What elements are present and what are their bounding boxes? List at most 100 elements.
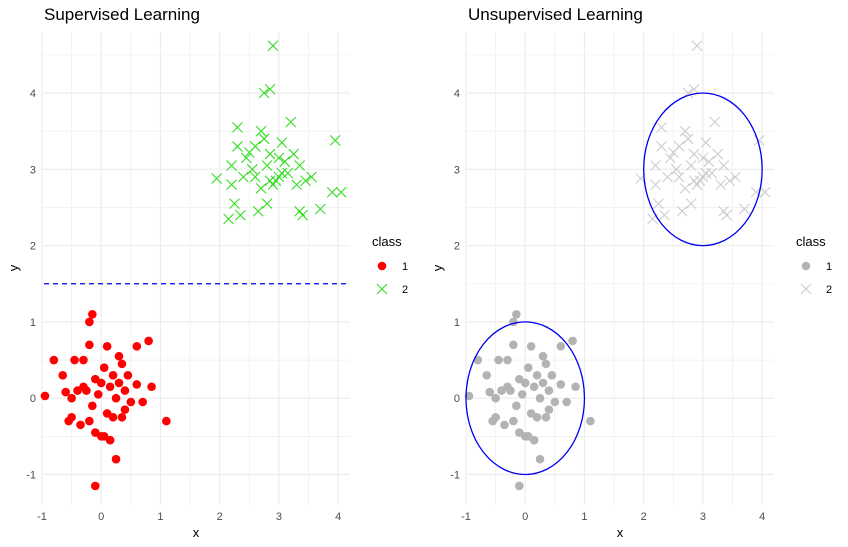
data-point-circle xyxy=(111,454,121,464)
x-tick-label: -1 xyxy=(37,511,47,523)
data-point-cross xyxy=(300,175,311,187)
x-tick-label: 3 xyxy=(276,511,282,523)
data-point-cross xyxy=(246,163,258,175)
y-tick-label: -1 xyxy=(450,469,460,481)
data-point-cross xyxy=(664,152,676,164)
x-tick-label: 3 xyxy=(700,511,706,523)
data-point-circle xyxy=(58,371,68,380)
data-point-circle xyxy=(117,412,127,422)
data-point-circle xyxy=(108,371,118,380)
data-point-cross xyxy=(718,160,730,171)
data-point-cross xyxy=(306,171,317,183)
data-point-circle xyxy=(88,309,97,319)
data-point-cross xyxy=(264,83,276,95)
data-point-cross xyxy=(297,209,309,221)
unsupervised-panel: Unsupervised Learning -1 0 1 2 3 4 -1 0 1 2 3 4 x y cla… xyxy=(430,5,832,540)
data-point-cross xyxy=(261,198,273,210)
data-point-circle xyxy=(512,309,521,319)
data-point-circle xyxy=(61,387,70,397)
data-point-cross xyxy=(226,179,237,190)
data-point-cross xyxy=(237,171,249,183)
data-point-cross xyxy=(261,160,273,171)
data-point-cross xyxy=(264,175,276,187)
data-point-circle xyxy=(491,393,500,403)
x-tick-label: 4 xyxy=(759,511,765,523)
data-point-cross xyxy=(688,175,700,187)
data-point-circle xyxy=(517,390,527,399)
data-point-circle xyxy=(91,481,100,491)
data-point-circle xyxy=(76,420,85,430)
data-point-cross xyxy=(314,203,326,215)
series-class-2 xyxy=(211,40,347,225)
data-point-circle xyxy=(132,380,142,389)
data-point-cross xyxy=(264,148,276,160)
data-point-cross xyxy=(709,116,721,128)
data-point-cross xyxy=(700,167,712,179)
data-point-circle xyxy=(111,393,121,403)
data-point-cross xyxy=(653,198,664,210)
series-class-1 xyxy=(464,309,595,491)
legend-key-circle xyxy=(377,261,387,271)
data-point-circle xyxy=(503,355,512,365)
data-point-circle xyxy=(85,317,94,327)
data-point-circle xyxy=(515,481,524,491)
data-point-circle xyxy=(586,416,595,426)
data-point-cross xyxy=(294,160,306,171)
y-tick-label: 0 xyxy=(30,393,36,405)
y-tick-label: 3 xyxy=(454,164,460,176)
data-point-circle xyxy=(482,371,492,380)
data-point-circle xyxy=(67,393,76,403)
data-point-cross xyxy=(703,156,715,168)
x-tick-label: 2 xyxy=(641,511,647,523)
data-point-circle xyxy=(535,454,545,464)
data-point-circle xyxy=(550,397,560,407)
y-tick-label: 2 xyxy=(30,241,36,253)
y-axis-label: y xyxy=(430,264,445,271)
data-point-circle xyxy=(99,363,109,372)
data-point-circle xyxy=(79,382,88,392)
grid xyxy=(465,32,774,505)
y-tick-label: 2 xyxy=(454,241,460,253)
x-tick-label: 2 xyxy=(217,511,223,523)
data-point-circle xyxy=(85,340,94,350)
data-point-cross xyxy=(329,134,341,146)
data-point-circle xyxy=(529,435,539,445)
data-point-circle xyxy=(544,405,554,414)
x-axis-label: x xyxy=(617,525,624,540)
data-point-circle xyxy=(88,401,97,411)
data-point-cross xyxy=(750,186,762,198)
series-class-2 xyxy=(635,40,771,225)
legend-key-cross xyxy=(800,283,812,295)
data-point-circle xyxy=(132,342,142,351)
y-tick-label: 4 xyxy=(454,88,460,100)
data-point-cross xyxy=(223,213,234,225)
supervised-panel: Supervised Learning -1 0 1 2 3 4 -1 0 1 2 3 4 x y class… xyxy=(6,5,408,540)
data-point-cross xyxy=(276,167,288,179)
data-point-circle xyxy=(532,412,542,422)
data-point-circle xyxy=(535,393,545,403)
data-point-cross xyxy=(650,179,661,190)
y-tick-label: 1 xyxy=(454,317,460,329)
data-point-cross xyxy=(252,205,264,217)
data-point-cross xyxy=(691,40,703,52)
y-tick-label: -1 xyxy=(26,469,36,481)
data-point-cross xyxy=(255,125,267,137)
legend-label: 2 xyxy=(826,284,832,296)
data-point-circle xyxy=(547,371,557,380)
data-point-circle xyxy=(494,355,503,365)
data-point-cross xyxy=(326,186,338,198)
data-point-circle xyxy=(162,416,171,426)
data-point-cross xyxy=(724,175,735,187)
data-point-cross xyxy=(679,125,691,137)
data-point-circle xyxy=(85,416,94,426)
y-tick-label: 4 xyxy=(30,88,36,100)
data-point-cross xyxy=(258,133,270,145)
data-point-circle xyxy=(532,371,542,380)
data-point-circle xyxy=(512,401,521,411)
data-point-cross xyxy=(659,209,670,221)
data-point-circle xyxy=(556,342,566,351)
legend-title: class xyxy=(796,234,826,249)
data-point-cross xyxy=(730,171,741,183)
data-point-circle xyxy=(500,420,509,430)
data-point-circle xyxy=(93,390,103,399)
